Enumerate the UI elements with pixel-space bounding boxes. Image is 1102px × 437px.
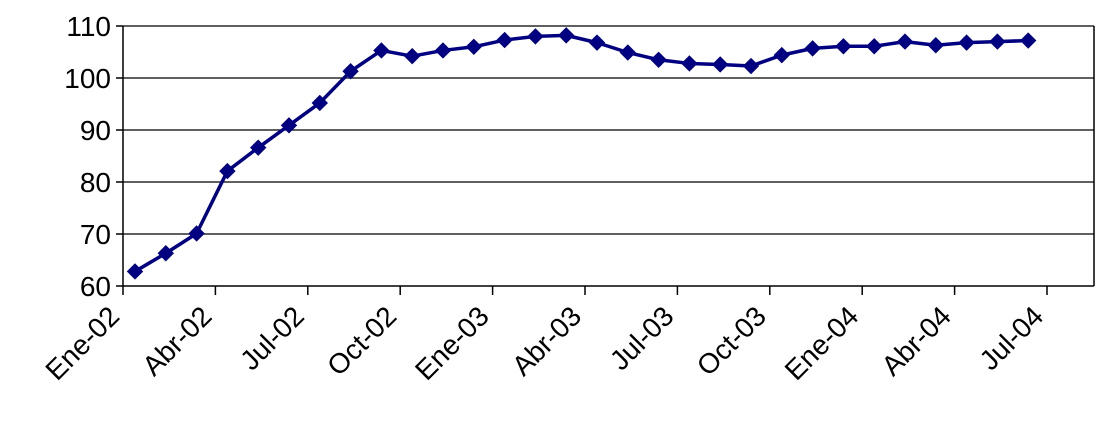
x-axis-tick-labels: Ene-02 Abr-02 Jul-02 Oct-02 Ene-03 Abr-03 Jul-…: [39, 300, 1049, 386]
data-point-2003-07: [681, 55, 698, 72]
y-tick-label: 90: [80, 115, 111, 146]
x-tick-label: Ene-03: [409, 300, 495, 386]
data-point-2002-12: [465, 38, 483, 56]
axes: [116, 25, 1095, 295]
data-point-2004-02: [896, 33, 914, 50]
data-point-2004-06: [1019, 32, 1037, 49]
data-point-2002-09: [373, 42, 390, 59]
y-tick-label: 100: [64, 63, 111, 94]
x-tick-label: Ene-02: [39, 300, 125, 386]
x-tick-label: Jul-03: [604, 300, 680, 376]
gridlines: [123, 25, 1094, 235]
data-point-2003-09: [742, 57, 760, 75]
data-point-2002-02: [157, 245, 175, 262]
y-axis-tick-labels: 60 70 80 90 100 110: [64, 11, 111, 302]
data-point-2003-03: [557, 27, 575, 44]
x-tick-label: Abr-04: [875, 300, 956, 381]
data-point-2004-01: [865, 38, 883, 55]
x-tick-label: Abr-03: [506, 300, 587, 381]
data-point-2002-11: [434, 42, 452, 59]
data-point-2002-04: [219, 162, 236, 180]
data-point-2002-03: [188, 225, 205, 242]
data-point-2003-08: [711, 56, 729, 73]
data-point-2003-10: [773, 46, 791, 64]
y-tick-label: 60: [80, 271, 111, 302]
data-point-2003-12: [835, 38, 852, 55]
x-tick-label: Abr-02: [136, 300, 217, 381]
x-tick-label: Jul-04: [973, 300, 1049, 376]
y-tick-label: 80: [80, 167, 111, 198]
series-line: [134, 33, 1029, 273]
data-point-2002-10: [403, 47, 421, 65]
data-point-2002-08: [342, 63, 359, 80]
data-point-2003-05: [619, 44, 637, 61]
data-point-2002-05: [249, 139, 267, 156]
y-tick-label: 70: [80, 219, 111, 250]
data-point-2003-11: [804, 40, 821, 57]
series-group: [126, 27, 1037, 280]
x-tick-label: Oct-03: [691, 300, 772, 381]
data-point-2003-01: [496, 31, 513, 49]
data-point-2003-04: [588, 34, 606, 51]
data-point-2004-04: [958, 34, 975, 51]
x-tick-label: Jul-02: [234, 300, 310, 376]
data-point-2003-06: [650, 51, 667, 69]
data-point-2004-05: [989, 33, 1006, 50]
y-tick-label: 110: [66, 11, 111, 42]
data-point-2002-01: [126, 263, 144, 280]
x-tick-label: Oct-02: [321, 300, 402, 381]
data-point-2003-02: [527, 28, 544, 45]
data-point-2002-06: [280, 117, 298, 134]
data-point-2002-07: [311, 94, 329, 112]
data-point-2004-03: [927, 37, 945, 54]
x-tick-label: Ene-04: [779, 300, 865, 386]
